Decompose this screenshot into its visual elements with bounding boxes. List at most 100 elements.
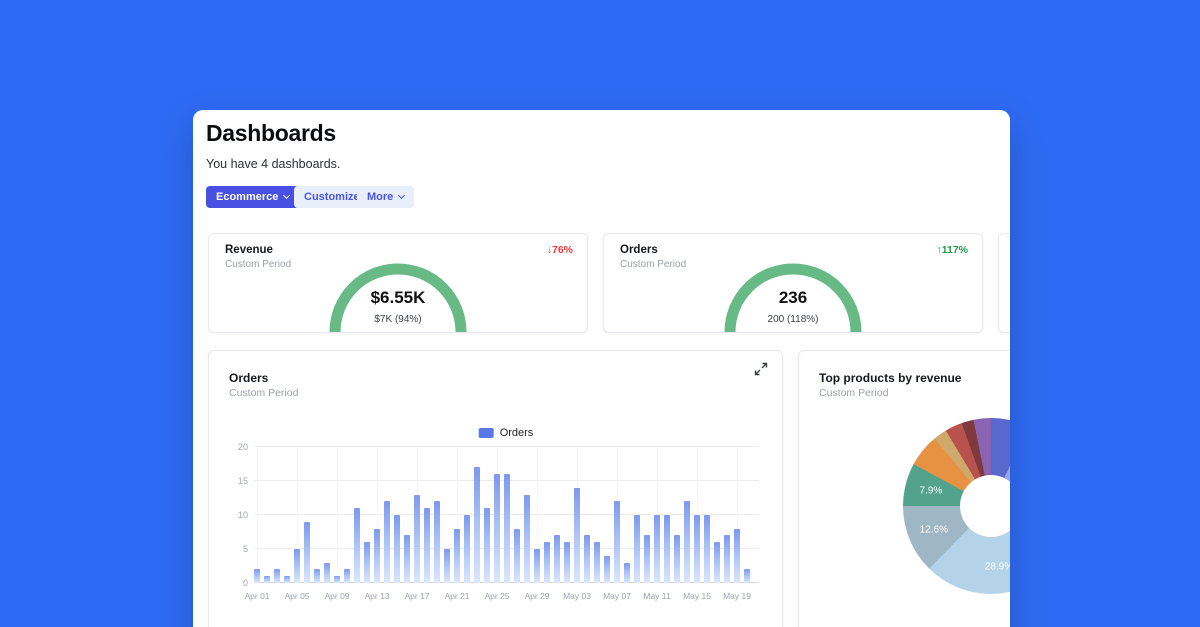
bar xyxy=(674,535,680,583)
top-products-donut: 28.9% 12.6% 7.9% xyxy=(903,418,1010,594)
donut-slice-label: 28.9% xyxy=(984,561,1010,573)
bar xyxy=(454,528,460,583)
bar xyxy=(654,515,660,583)
kpi-card-orders: Orders Custom Period ↑117% 236 200 (118%… xyxy=(603,233,983,333)
y-axis-label: 0 xyxy=(242,578,248,588)
gauge-target: $7K (94%) xyxy=(374,314,422,325)
more-button[interactable]: More xyxy=(357,186,415,208)
card-title: Top products by revenue xyxy=(819,371,962,385)
gauge-target: 200 (118%) xyxy=(767,314,819,325)
bar xyxy=(284,576,290,583)
bar xyxy=(704,515,710,583)
bar xyxy=(684,501,690,583)
gauge-arc xyxy=(329,263,467,332)
bar xyxy=(554,535,560,583)
x-axis-label: May 03 xyxy=(563,591,591,601)
bar xyxy=(254,569,260,583)
card-title: Orders xyxy=(229,371,269,385)
kpi-title: Orders xyxy=(620,244,658,256)
customize-button[interactable]: Customize xyxy=(294,186,370,208)
ecommerce-button[interactable]: Ecommerce xyxy=(206,186,300,208)
bar xyxy=(354,508,360,583)
bar xyxy=(344,569,350,583)
bar xyxy=(624,562,630,583)
card-period: Custom Period xyxy=(229,387,299,399)
card-period: Custom Period xyxy=(819,387,889,399)
y-axis-label: 20 xyxy=(237,442,248,452)
bar xyxy=(634,515,640,583)
bar xyxy=(614,501,620,583)
bar xyxy=(584,535,590,583)
x-axis-label: Apr 01 xyxy=(244,591,270,601)
grid-line-v xyxy=(257,447,258,583)
ecommerce-button-label: Ecommerce xyxy=(216,191,279,203)
bar xyxy=(434,501,440,583)
gauge-value: $6.55K xyxy=(370,288,426,307)
x-axis-label: Apr 13 xyxy=(364,591,390,601)
x-axis-label: May 15 xyxy=(683,591,711,601)
x-axis-label: Apr 05 xyxy=(284,591,310,601)
bar xyxy=(594,542,600,583)
bar xyxy=(404,535,410,583)
grid-line-v xyxy=(457,447,458,583)
kpi-title: Revenue xyxy=(225,244,273,256)
grid-line-v xyxy=(377,447,378,583)
x-axis-label: Apr 09 xyxy=(324,591,350,601)
grid-line-v xyxy=(537,447,538,583)
expand-icon xyxy=(754,362,768,375)
grid-line-v xyxy=(297,447,298,583)
y-axis-label: 15 xyxy=(237,476,248,486)
bar xyxy=(734,528,740,583)
bar xyxy=(534,549,540,583)
x-axis-label: May 19 xyxy=(723,591,751,601)
chevron-down-icon xyxy=(283,191,291,200)
expand-button[interactable] xyxy=(752,361,770,379)
page-title: Dashboards xyxy=(206,120,336,146)
bar xyxy=(294,549,300,583)
x-axis-label: Apr 25 xyxy=(484,591,510,601)
bar xyxy=(514,528,520,583)
bar xyxy=(304,521,310,583)
bar xyxy=(274,569,280,583)
orders-plot-area: 0 5 10 15 20 xyxy=(238,442,759,588)
bar xyxy=(694,515,700,583)
bar xyxy=(604,555,610,583)
kpi-delta-up: ↑117% xyxy=(936,244,968,256)
bar xyxy=(714,542,720,583)
bar xyxy=(374,528,380,583)
x-axis-label: Apr 29 xyxy=(524,591,550,601)
bar xyxy=(524,494,530,583)
bar xyxy=(504,474,510,583)
bar xyxy=(474,467,480,583)
bar xyxy=(444,549,450,583)
bar xyxy=(264,576,270,583)
donut-slice-label: 7.9% xyxy=(919,485,943,497)
bar xyxy=(544,542,550,583)
gauge-value: 236 xyxy=(778,288,808,307)
kpi-card-revenue: Revenue Custom Period ↓76% $6.55K $7K (9… xyxy=(208,233,588,333)
legend-swatch xyxy=(478,428,494,438)
customize-button-label: Customize xyxy=(304,191,360,203)
bar xyxy=(364,542,370,583)
orders-chart-card: Orders Custom Period Orders 0 5 10 15 20 Apr… xyxy=(208,350,783,627)
y-axis-label: 10 xyxy=(237,510,248,520)
bar xyxy=(424,508,430,583)
page-subtitle: You have 4 dashboards. xyxy=(206,157,341,171)
bar xyxy=(334,576,340,583)
bar xyxy=(464,515,470,583)
kpi-delta-down: ↓76% xyxy=(546,244,573,256)
top-products-card: Top products by revenue Custom Period 28… xyxy=(798,350,1010,627)
donut-hole xyxy=(960,475,1010,537)
bar xyxy=(414,494,420,583)
bar xyxy=(314,569,320,583)
bar xyxy=(724,535,730,583)
chevron-down-icon xyxy=(398,191,406,200)
x-axis-label: Apr 17 xyxy=(404,591,430,601)
x-axis-label: Apr 21 xyxy=(444,591,470,601)
bar xyxy=(484,508,490,583)
kpi-period: Custom Period xyxy=(225,259,292,270)
x-axis-label: May 11 xyxy=(643,591,671,601)
kpi-card-clipped xyxy=(998,233,1010,333)
bar xyxy=(564,542,570,583)
bar xyxy=(574,487,580,583)
